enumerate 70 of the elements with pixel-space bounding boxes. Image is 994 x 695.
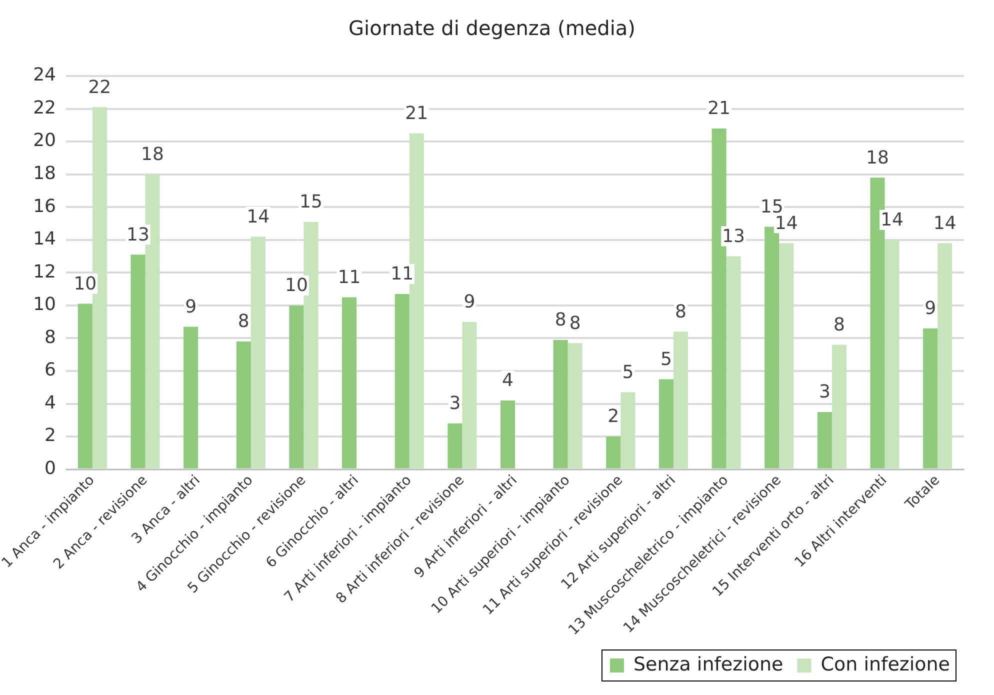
data-label: 10 (74, 273, 97, 294)
bar (250, 236, 266, 468)
data-label: 5 (622, 362, 634, 383)
chart-title: Giornate di degenza (media) (348, 16, 636, 40)
bar (923, 328, 938, 468)
y-tick-label: 14 (33, 228, 56, 250)
legend-label: Senza infezione (633, 653, 784, 676)
data-label: 10 (285, 275, 308, 296)
data-label: 14 (933, 212, 956, 234)
data-label: 8 (675, 301, 686, 322)
data-label: 14 (880, 210, 904, 231)
data-label: 11 (338, 266, 361, 288)
bar (568, 343, 582, 468)
bar (726, 256, 741, 468)
bar (606, 436, 621, 468)
y-tick-label: 12 (33, 261, 56, 282)
y-tick-label: 4 (44, 392, 56, 414)
bar (448, 423, 462, 468)
data-label: 13 (126, 224, 150, 246)
data-label: 8 (569, 312, 581, 334)
bar (78, 304, 92, 468)
data-label: 21 (708, 98, 730, 120)
data-label: 8 (554, 310, 566, 331)
y-tick-label: 20 (33, 130, 56, 152)
data-label: 22 (88, 76, 112, 98)
bar (938, 243, 952, 468)
data-label: 13 (722, 226, 746, 247)
bar (832, 344, 846, 468)
y-tick-label: 16 (33, 196, 56, 217)
data-label: 4 (502, 370, 514, 392)
bar (130, 254, 146, 468)
bar (884, 240, 900, 468)
y-tick-label: 10 (33, 294, 56, 316)
bar (342, 297, 357, 468)
data-label: 9 (924, 298, 936, 320)
y-tick-label: 24 (33, 64, 56, 86)
data-label: 3 (818, 382, 830, 403)
data-label: 11 (390, 264, 414, 285)
y-tick-label: 2 (44, 425, 56, 446)
bar (184, 326, 198, 468)
bar (462, 322, 477, 468)
bar (236, 341, 251, 468)
data-label: 3 (449, 393, 461, 414)
data-label: 9 (464, 292, 476, 312)
data-label: 15 (300, 192, 322, 213)
bar (500, 400, 516, 468)
bar (779, 243, 794, 468)
bar (289, 305, 304, 468)
legend-label: Con infezione (820, 653, 950, 676)
bar (394, 294, 410, 468)
bar (673, 332, 688, 468)
y-tick-label: 8 (44, 326, 56, 348)
bar (658, 379, 674, 468)
data-label: 5 (660, 348, 672, 370)
data-label: 14 (246, 206, 270, 228)
y-tick-label: 22 (33, 97, 56, 118)
data-label: 18 (141, 144, 164, 166)
bar (553, 340, 568, 468)
data-label: 14 (774, 212, 798, 234)
y-tick-label: 6 (44, 360, 56, 381)
data-label: 8 (238, 311, 250, 332)
y-tick-label: 18 (33, 163, 56, 184)
y-tick-label: 0 (44, 458, 56, 479)
data-label: 9 (185, 296, 197, 318)
bar (620, 392, 636, 468)
data-label: 8 (833, 314, 845, 336)
data-label: 18 (866, 147, 889, 168)
bar (817, 412, 832, 468)
data-label: 21 (405, 103, 428, 124)
data-label: 2 (608, 406, 620, 428)
